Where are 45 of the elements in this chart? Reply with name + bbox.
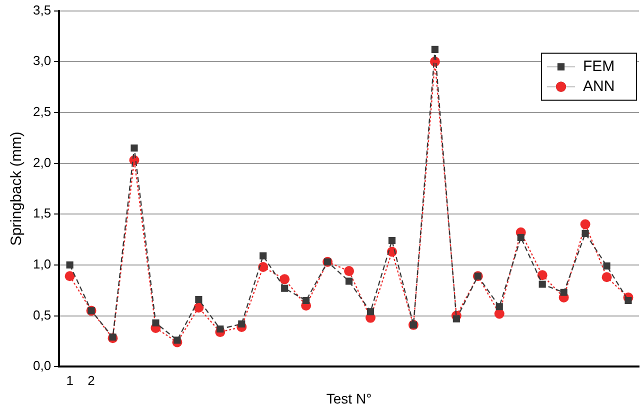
- x-axis-title: Test N°: [326, 390, 372, 406]
- point: [152, 319, 160, 326]
- point: [517, 234, 524, 242]
- point: [281, 284, 288, 292]
- y-tick-label: 0,5: [32, 307, 52, 322]
- point: [496, 303, 503, 310]
- point: [280, 274, 290, 284]
- point: [346, 278, 353, 285]
- point: [537, 270, 548, 280]
- point: [174, 336, 181, 344]
- point: [238, 320, 246, 328]
- y-tick-label: 2,0: [32, 154, 52, 170]
- point: [130, 144, 138, 152]
- point: [302, 296, 310, 304]
- point: [260, 252, 267, 260]
- point: [624, 296, 632, 304]
- y-tick-label: 1,0: [32, 256, 52, 272]
- legend-label: FEM: [583, 58, 615, 75]
- point: [538, 280, 546, 288]
- point: [560, 288, 568, 296]
- point: [195, 296, 202, 304]
- y-tick-label: 0,0: [32, 358, 52, 374]
- point: [603, 262, 610, 270]
- y-tick-label: 1,5: [32, 206, 52, 221]
- legend-label: ANN: [583, 78, 615, 95]
- point: [582, 230, 589, 237]
- point: [216, 325, 224, 333]
- point: [494, 308, 504, 319]
- point: [258, 262, 268, 272]
- y-axis-title: Springback (mm): [8, 132, 26, 246]
- x-tick-label: 1: [66, 372, 74, 388]
- point: [388, 237, 396, 244]
- point: [366, 308, 374, 316]
- x-tick-label: 2: [88, 372, 95, 388]
- point: [580, 219, 590, 230]
- point: [344, 266, 354, 276]
- point: [64, 271, 75, 282]
- point: [452, 315, 460, 322]
- point: [66, 261, 74, 268]
- point: [109, 334, 116, 341]
- y-tick-label: 3,5: [32, 2, 52, 18]
- point: [602, 272, 612, 282]
- y-tick-label: 2,5: [32, 104, 52, 120]
- y-tick-label: 3,0: [32, 53, 52, 68]
- point: [431, 46, 438, 53]
